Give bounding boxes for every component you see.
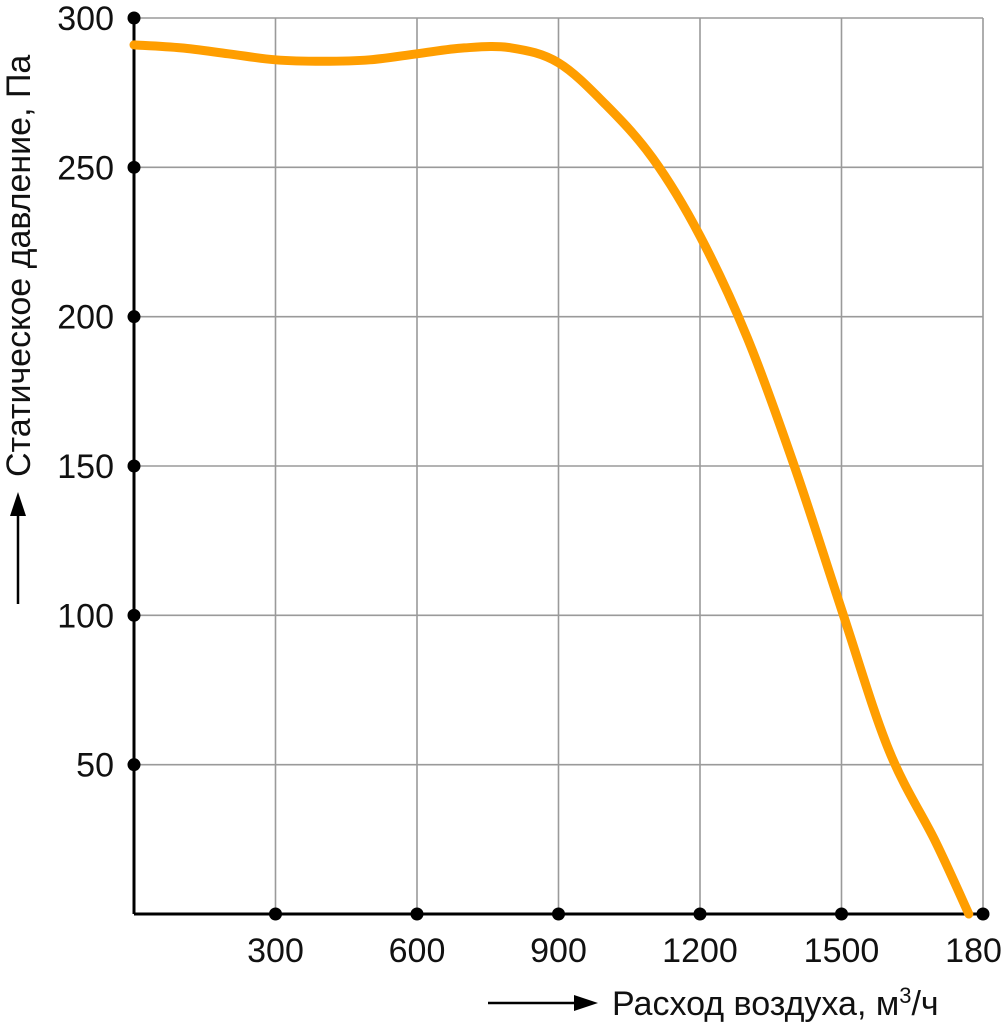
y-tick-dot-300: [127, 11, 141, 25]
x-tick-dot-900: [552, 907, 565, 921]
x-tick-dot-1500: [835, 907, 848, 921]
y-tick-dot-50: [127, 758, 141, 772]
y-tick-dot-100: [127, 608, 141, 622]
x-tick-label-300: 300: [247, 932, 304, 970]
y-tick-label-150: 150: [57, 448, 114, 486]
y-axis-label-group: Статическое давление, Па: [0, 55, 38, 604]
y-tick-labels: 50 100 150 200 250 300: [57, 0, 114, 785]
x-tick-dot-600: [410, 907, 424, 921]
x-axis-label: Расход воздуха, м3/ч: [612, 983, 939, 1024]
plot-area: [129, 40, 974, 919]
x-tick-label-1200: 1200: [662, 932, 738, 970]
x-tick-dot-1800: [976, 907, 990, 921]
axis-tick-markers: [127, 11, 990, 921]
x-axis-label-group: Расход воздуха, м3/ч: [488, 983, 939, 1024]
x-tick-label-1500: 1500: [804, 932, 880, 970]
y-tick-label-200: 200: [57, 299, 114, 337]
y-tick-dot-250: [127, 160, 141, 174]
x-tick-dot-300: [269, 907, 282, 921]
grid-lines: [134, 17, 984, 914]
x-tick-label-600: 600: [389, 932, 446, 970]
x-tick-dot-1200: [693, 907, 707, 921]
x-tick-label-1800: 1800: [945, 932, 1001, 970]
y-tick-label-300: 300: [57, 0, 114, 38]
y-tick-dot-200: [127, 310, 141, 324]
y-tick-dot-150: [127, 459, 141, 473]
series-line: [129, 40, 974, 919]
y-axis-arrow-head: [10, 492, 26, 516]
y-tick-label-50: 50: [76, 747, 114, 785]
x-tick-label-900: 900: [530, 932, 587, 970]
y-tick-label-250: 250: [57, 149, 114, 187]
y-axis-label: Статическое давление, Па: [0, 55, 38, 477]
x-tick-labels: 300 600 900 1200 1500 1800: [247, 932, 1001, 970]
y-tick-label-100: 100: [57, 597, 114, 635]
x-axis-arrow-head: [574, 995, 598, 1011]
